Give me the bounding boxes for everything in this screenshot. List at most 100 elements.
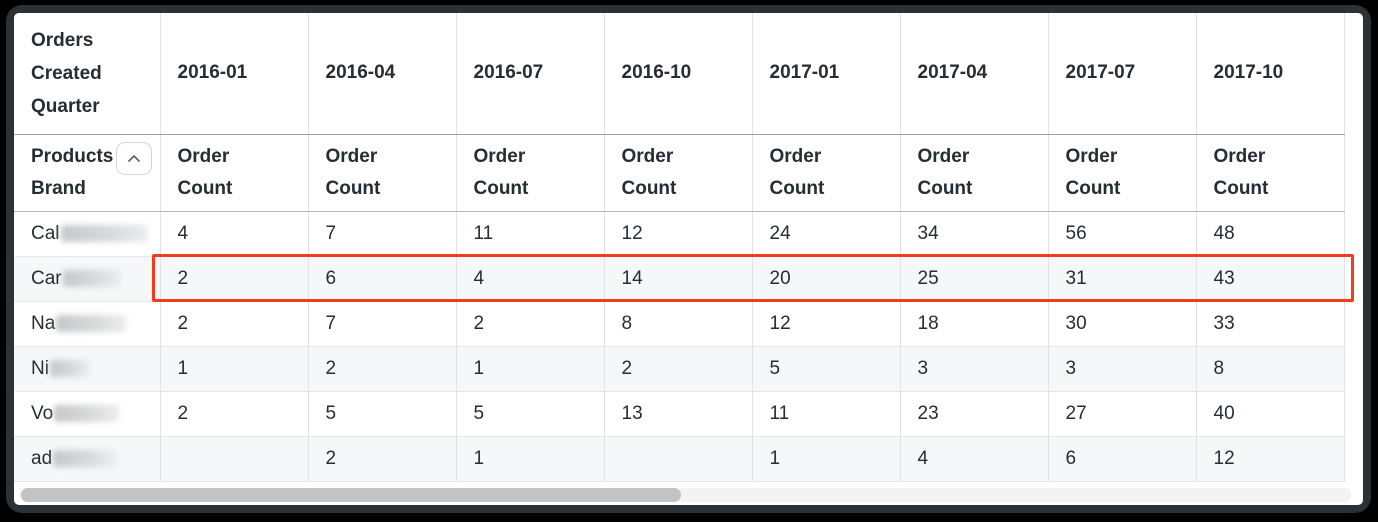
brand-prefix-text: Ni	[31, 357, 49, 379]
measure-label: Order Count	[1213, 145, 1269, 199]
order-count-cell-Na-2017-10[interactable]: 33	[1195, 301, 1345, 347]
order-count-cell-Vo-2017-01[interactable]: 11	[751, 391, 900, 437]
order-count-cell-Cal-2016-01[interactable]: 4	[159, 211, 308, 257]
order-count-cell-Na-2016-04[interactable]: 7	[307, 301, 456, 347]
order-count-cell-Car-2017-01[interactable]: 20	[751, 256, 900, 302]
column-header-quarter-2017-07[interactable]: 2017-07	[1047, 13, 1196, 135]
measure-header-order-count-2016-10[interactable]: Order Count	[603, 134, 752, 212]
order-count-cell-Car-2016-10[interactable]: 14	[603, 256, 752, 302]
order-count-cell-Vo-2017-04[interactable]: 23	[899, 391, 1048, 437]
brand-prefix-text: Cal	[31, 222, 60, 244]
order-count-cell-Vo-2017-10[interactable]: 40	[1195, 391, 1345, 437]
order-count-cell-Cal-2017-10[interactable]: 48	[1195, 211, 1345, 257]
measure-header-order-count-2016-04[interactable]: Order Count	[307, 134, 456, 212]
order-count-cell-ad-2017-04[interactable]: 4	[899, 436, 1048, 482]
measure-label: Order Count	[769, 145, 825, 199]
order-count-cell-Ni-2016-07[interactable]: 1	[455, 346, 604, 392]
table-row-ad: ad 2 1 1 4 6 12	[14, 436, 1345, 482]
row-dimension-label: Products Brand	[31, 145, 114, 199]
measure-label: Order Count	[917, 145, 973, 199]
order-count-cell-Vo-2016-04[interactable]: 5	[307, 391, 456, 437]
quarter-header-row: Orders Created Quarter 2016-01 2016-04 201…	[14, 13, 1345, 135]
measure-label: Order Count	[177, 145, 233, 199]
order-count-cell-Car-2017-07[interactable]: 31	[1047, 256, 1196, 302]
order-count-cell-Na-2017-07[interactable]: 30	[1047, 301, 1196, 347]
measure-label: Order Count	[1065, 145, 1121, 199]
order-count-cell-Ni-2016-01[interactable]: 1	[159, 346, 308, 392]
brand-cell-Vo: Vo	[14, 391, 160, 437]
order-count-cell-Car-2017-04[interactable]: 25	[899, 256, 1048, 302]
order-count-cell-Cal-2017-01[interactable]: 24	[751, 211, 900, 257]
order-count-cell-Ni-2017-04[interactable]: 3	[899, 346, 1048, 392]
column-header-quarter-2017-10[interactable]: 2017-10	[1195, 13, 1345, 135]
measure-header-order-count-2017-01[interactable]: Order Count	[751, 134, 900, 212]
brand-prefix-text: ad	[31, 447, 53, 469]
horizontal-scrollbar-track[interactable]	[19, 488, 1351, 502]
order-count-cell-ad-2016-01[interactable]	[159, 436, 308, 482]
order-count-cell-ad-2016-07[interactable]: 1	[455, 436, 604, 482]
measure-header-order-count-2017-07[interactable]: Order Count	[1047, 134, 1196, 212]
brand-cell-Cal: Cal	[14, 211, 160, 257]
order-count-cell-ad-2017-07[interactable]: 6	[1047, 436, 1196, 482]
column-header-quarter-2016-07[interactable]: 2016-07	[455, 13, 604, 135]
order-count-cell-Car-2016-01[interactable]: 2	[159, 256, 308, 302]
order-count-cell-Car-2016-07[interactable]: 4	[455, 256, 604, 302]
order-count-cell-Ni-2016-10[interactable]: 2	[603, 346, 752, 392]
chevron-up-icon	[127, 147, 141, 169]
order-count-cell-Ni-2017-07[interactable]: 3	[1047, 346, 1196, 392]
brand-cell-Ni: Ni	[14, 346, 160, 392]
redacted-brand-name	[49, 359, 90, 377]
redacted-brand-name	[56, 314, 127, 332]
order-count-cell-Na-2017-04[interactable]: 18	[899, 301, 1048, 347]
order-count-cell-Ni-2016-04[interactable]: 2	[307, 346, 456, 392]
order-count-cell-Cal-2016-07[interactable]: 11	[455, 211, 604, 257]
order-count-cell-Cal-2017-04[interactable]: 34	[899, 211, 1048, 257]
row-dimension-header-products-brand[interactable]: Products Brand	[14, 134, 160, 212]
measure-header-order-count-2016-07[interactable]: Order Count	[455, 134, 604, 212]
measure-header-order-count-2017-04[interactable]: Order Count	[899, 134, 1048, 212]
order-count-cell-Na-2016-07[interactable]: 2	[455, 301, 604, 347]
order-count-cell-Vo-2016-10[interactable]: 13	[603, 391, 752, 437]
order-count-cell-Na-2016-10[interactable]: 8	[603, 301, 752, 347]
order-count-cell-ad-2017-10[interactable]: 12	[1195, 436, 1345, 482]
measure-label: Order Count	[325, 145, 381, 199]
order-count-cell-Car-2017-10[interactable]: 43	[1195, 256, 1345, 302]
order-count-cell-Car-2016-04[interactable]: 6	[307, 256, 456, 302]
order-count-cell-ad-2017-01[interactable]: 1	[751, 436, 900, 482]
column-header-quarter-2016-04[interactable]: 2016-04	[307, 13, 456, 135]
order-count-cell-Ni-2017-01[interactable]: 5	[751, 346, 900, 392]
table-row-Na: Na 2 7 2 8 12 18 30 33	[14, 301, 1345, 347]
table-row-Car: Car 2 6 4 14 20 25 31 43	[14, 256, 1345, 302]
redacted-brand-name	[62, 269, 121, 287]
order-count-cell-Vo-2017-07[interactable]: 27	[1047, 391, 1196, 437]
brand-cell-ad: ad	[14, 436, 160, 482]
order-count-cell-Vo-2016-07[interactable]: 5	[455, 391, 604, 437]
sort-ascending-button[interactable]	[116, 141, 152, 175]
horizontal-scrollbar-thumb[interactable]	[21, 488, 681, 502]
measure-header-order-count-2016-01[interactable]: Order Count	[159, 134, 308, 212]
order-count-cell-Cal-2017-07[interactable]: 56	[1047, 211, 1196, 257]
order-count-cell-Vo-2016-01[interactable]: 2	[159, 391, 308, 437]
redacted-brand-name	[53, 449, 117, 467]
order-count-cell-ad-2016-04[interactable]: 2	[307, 436, 456, 482]
column-header-quarter-2016-01[interactable]: 2016-01	[159, 13, 308, 135]
column-header-quarter-2017-01[interactable]: 2017-01	[751, 13, 900, 135]
brand-cell-Na: Na	[14, 301, 160, 347]
order-count-cell-Ni-2017-10[interactable]: 8	[1195, 346, 1345, 392]
order-count-cell-Cal-2016-04[interactable]: 7	[307, 211, 456, 257]
column-header-quarter-2017-04[interactable]: 2017-04	[899, 13, 1048, 135]
order-count-cell-ad-2016-10[interactable]	[603, 436, 752, 482]
measure-label: Order Count	[621, 145, 677, 199]
column-header-quarter-2016-10[interactable]: 2016-10	[603, 13, 752, 135]
measure-label: Order Count	[473, 145, 529, 199]
order-count-cell-Na-2016-01[interactable]: 2	[159, 301, 308, 347]
table-row-Ni: Ni 1 2 1 2 5 3 3 8	[14, 346, 1345, 392]
measure-header-order-count-2017-10[interactable]: Order Count	[1195, 134, 1345, 212]
order-count-cell-Na-2017-01[interactable]: 12	[751, 301, 900, 347]
order-count-cell-Cal-2016-10[interactable]: 12	[603, 211, 752, 257]
brand-cell-Car: Car	[14, 256, 160, 302]
redacted-brand-name	[60, 224, 148, 242]
pivot-table-panel: Orders Created Quarter 2016-01 2016-04 201…	[14, 13, 1363, 505]
corner-header-orders-created-quarter: Orders Created Quarter	[14, 13, 160, 135]
